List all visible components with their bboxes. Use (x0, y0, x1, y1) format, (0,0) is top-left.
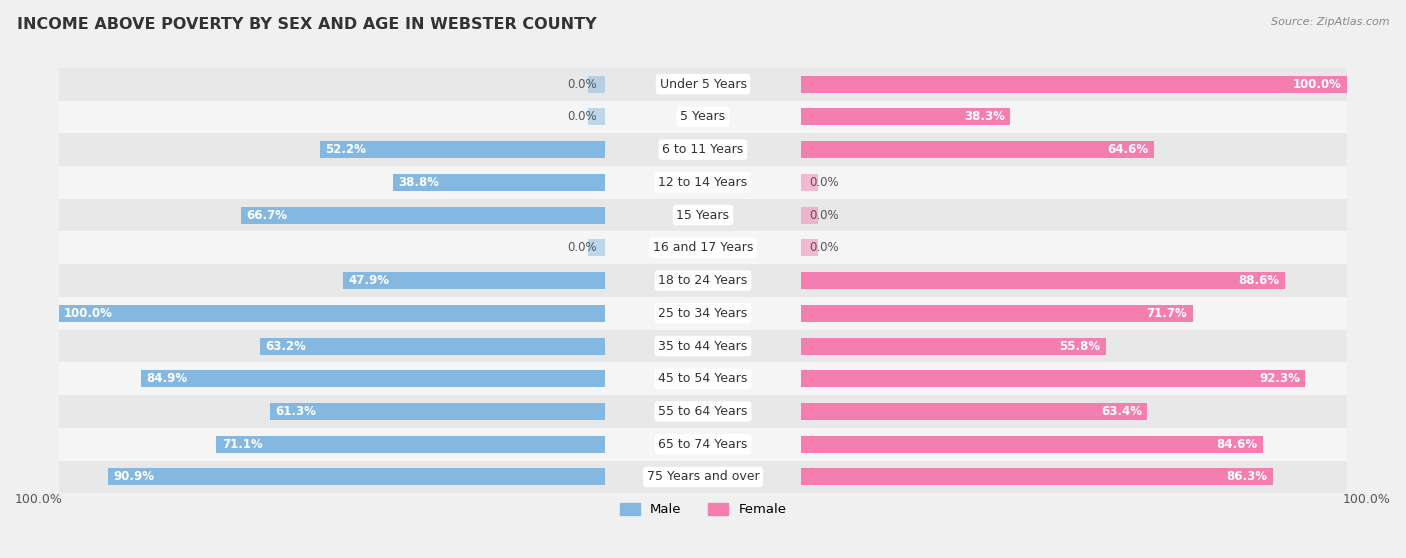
Bar (240, 206, 605, 224)
Bar (260, 338, 605, 354)
Bar (801, 272, 1285, 289)
Bar (801, 338, 1107, 354)
Text: 5 Years: 5 Years (681, 110, 725, 123)
Text: 0.0%: 0.0% (810, 176, 839, 189)
Text: 86.3%: 86.3% (1226, 470, 1267, 483)
Bar (588, 108, 605, 126)
Text: 64.6%: 64.6% (1108, 143, 1149, 156)
Bar (801, 403, 1147, 420)
Text: 25 to 34 Years: 25 to 34 Years (658, 307, 748, 320)
Bar (319, 141, 605, 158)
Bar (59, 232, 1347, 264)
Text: 61.3%: 61.3% (276, 405, 316, 418)
Text: 6 to 11 Years: 6 to 11 Years (662, 143, 744, 156)
Bar (801, 468, 1272, 485)
Text: 52.2%: 52.2% (325, 143, 366, 156)
Bar (801, 305, 1192, 322)
Text: 55.8%: 55.8% (1059, 339, 1101, 353)
Bar (588, 76, 605, 93)
Bar (59, 166, 1347, 199)
Text: 100.0%: 100.0% (1343, 493, 1391, 506)
Bar (801, 206, 818, 224)
Legend: Male, Female: Male, Female (614, 497, 792, 521)
Text: Source: ZipAtlas.com: Source: ZipAtlas.com (1271, 17, 1389, 27)
Bar (801, 174, 818, 191)
Text: 0.0%: 0.0% (567, 110, 596, 123)
Text: 88.6%: 88.6% (1239, 274, 1279, 287)
Bar (59, 460, 1347, 493)
Text: 65 to 74 Years: 65 to 74 Years (658, 437, 748, 451)
Bar (343, 272, 605, 289)
Bar (59, 362, 1347, 395)
Bar (59, 297, 1347, 330)
Text: 63.2%: 63.2% (266, 339, 307, 353)
Text: 71.7%: 71.7% (1146, 307, 1187, 320)
Bar (59, 428, 1347, 460)
Text: 100.0%: 100.0% (1294, 78, 1341, 91)
Bar (801, 239, 818, 256)
Text: INCOME ABOVE POVERTY BY SEX AND AGE IN WEBSTER COUNTY: INCOME ABOVE POVERTY BY SEX AND AGE IN W… (17, 17, 596, 32)
Text: 84.9%: 84.9% (146, 372, 188, 385)
Text: 63.4%: 63.4% (1101, 405, 1142, 418)
Bar (108, 468, 605, 485)
Bar (801, 141, 1154, 158)
Text: 71.1%: 71.1% (222, 437, 263, 451)
Text: 100.0%: 100.0% (65, 307, 112, 320)
Text: 66.7%: 66.7% (246, 209, 287, 222)
Bar (59, 68, 1347, 100)
Text: 0.0%: 0.0% (810, 242, 839, 254)
Text: 18 to 24 Years: 18 to 24 Years (658, 274, 748, 287)
Text: 0.0%: 0.0% (810, 209, 839, 222)
Bar (801, 108, 1011, 126)
Bar (59, 395, 1347, 428)
Text: 35 to 44 Years: 35 to 44 Years (658, 339, 748, 353)
Text: 0.0%: 0.0% (567, 242, 596, 254)
Text: 100.0%: 100.0% (15, 493, 63, 506)
Bar (59, 305, 605, 322)
Text: 92.3%: 92.3% (1258, 372, 1299, 385)
Bar (801, 436, 1263, 453)
Bar (59, 264, 1347, 297)
Text: 45 to 54 Years: 45 to 54 Years (658, 372, 748, 385)
Bar (59, 133, 1347, 166)
Text: 38.8%: 38.8% (398, 176, 439, 189)
Bar (217, 436, 605, 453)
Bar (801, 76, 1347, 93)
Text: 90.9%: 90.9% (114, 470, 155, 483)
Text: 12 to 14 Years: 12 to 14 Years (658, 176, 748, 189)
Text: 15 Years: 15 Years (676, 209, 730, 222)
Bar (270, 403, 605, 420)
Bar (59, 199, 1347, 232)
Bar (141, 371, 605, 387)
Bar (59, 100, 1347, 133)
Text: 75 Years and over: 75 Years and over (647, 470, 759, 483)
Text: 38.3%: 38.3% (965, 110, 1005, 123)
Text: 55 to 64 Years: 55 to 64 Years (658, 405, 748, 418)
Bar (588, 239, 605, 256)
Text: Under 5 Years: Under 5 Years (659, 78, 747, 91)
Text: 0.0%: 0.0% (567, 78, 596, 91)
Bar (59, 330, 1347, 362)
Text: 16 and 17 Years: 16 and 17 Years (652, 242, 754, 254)
Text: 47.9%: 47.9% (349, 274, 389, 287)
Bar (392, 174, 605, 191)
Bar (801, 371, 1305, 387)
Text: 84.6%: 84.6% (1216, 437, 1258, 451)
